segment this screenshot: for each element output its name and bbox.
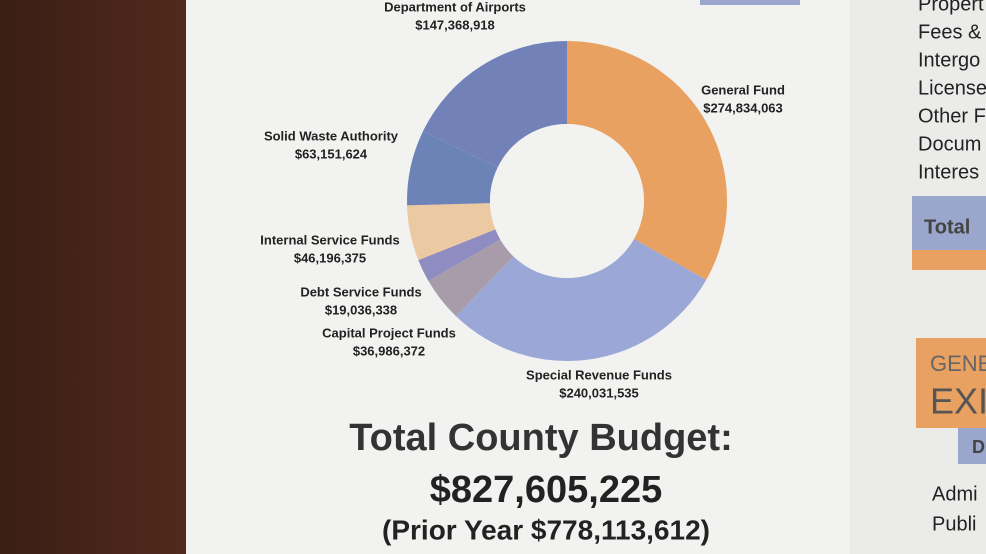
slice-value: $240,031,535 [559, 385, 639, 400]
sidebar-item: Fees & [918, 21, 982, 43]
slice-value: $36,986,372 [353, 343, 425, 358]
sidebar-item: Interes [918, 161, 979, 183]
tab-box [958, 428, 986, 464]
total-budget: $827,605,225 [430, 469, 662, 511]
slice-name: Debt Service Funds [300, 284, 421, 299]
heading-2: EXI [930, 381, 986, 422]
heading-box [916, 338, 986, 428]
slice-value: $274,834,063 [703, 100, 783, 115]
tab-label: D [972, 437, 985, 457]
donut-slice [428, 239, 514, 317]
slice-value: $46,196,375 [294, 250, 366, 265]
chart-title: Total County Budget: [349, 417, 732, 459]
total-strip [912, 250, 986, 270]
slice-name: General Fund [701, 82, 785, 97]
donut-hole [490, 124, 644, 278]
slice-name: Special Revenue Funds [526, 367, 672, 382]
heading-1: GENE [930, 351, 986, 376]
sidebar: Total GENE EXI D Propert Fees & Intergo Lic… [912, 0, 986, 535]
sidebar-item: Propert [918, 0, 984, 15]
slice-name: Internal Service Funds [260, 232, 399, 247]
donut-chart: General Fund $274,834,063 Special Revenue … [260, 0, 785, 400]
donut-slice [567, 41, 727, 280]
slice-name: Department of Airports [384, 0, 526, 14]
slice-value: $19,036,338 [325, 302, 397, 317]
top-bar [700, 0, 800, 5]
donut-slice [455, 238, 707, 361]
prior-year: (Prior Year $778,113,612) [382, 514, 710, 545]
sidebar-item: Intergo [918, 49, 980, 71]
total-box [912, 196, 986, 250]
sidebar-total: Total [924, 216, 970, 238]
slice-name: Capital Project Funds [322, 325, 456, 340]
sidebar-item: Admi [932, 483, 978, 505]
slice-value: $63,151,624 [295, 146, 368, 161]
donut-slice [418, 229, 501, 281]
sidebar-item: Docum [918, 133, 981, 155]
sidebar-item: License [918, 77, 986, 99]
donut-slice [423, 41, 567, 168]
slice-value: $147,368,918 [415, 17, 495, 32]
donut-slice [407, 131, 498, 206]
slice-name: Solid Waste Authority [264, 128, 399, 143]
donut-slice [407, 203, 496, 261]
sidebar-item: Other F [918, 105, 986, 127]
sidebar-item: Publi [932, 513, 976, 535]
